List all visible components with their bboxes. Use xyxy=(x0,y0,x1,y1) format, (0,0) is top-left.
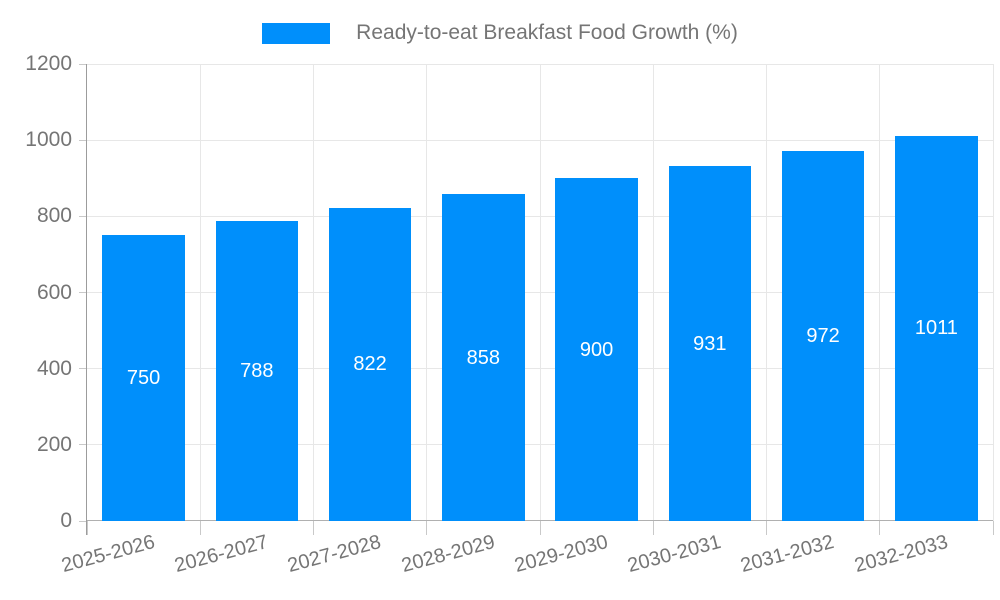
bar-value-label: 788 xyxy=(240,359,274,382)
x-axis-label: 2028-2029 xyxy=(398,531,498,578)
y-tick xyxy=(79,63,87,65)
bar xyxy=(781,150,865,521)
bar xyxy=(555,178,638,521)
x-axis-label: 2026-2027 xyxy=(172,531,271,578)
x-tick xyxy=(313,521,314,535)
bar-value-label: 822 xyxy=(353,353,387,376)
bar-value-label: 931 xyxy=(693,332,727,355)
x-tick xyxy=(652,521,654,535)
x-axis-label: 2025-2026 xyxy=(59,531,158,578)
x-gridline xyxy=(766,64,767,521)
y-tick xyxy=(79,520,87,522)
bar xyxy=(215,220,299,521)
y-tick xyxy=(79,368,87,370)
x-axis-label: 2031-2032 xyxy=(738,531,837,578)
bar xyxy=(895,135,978,521)
y-axis-label: 400 xyxy=(36,356,72,380)
x-tick xyxy=(426,521,428,535)
x-tick xyxy=(879,521,881,535)
y-axis-label: 200 xyxy=(36,432,72,456)
x-tick xyxy=(766,521,767,535)
bar-value-label: 858 xyxy=(466,346,501,369)
x-axis-label: 2030-2031 xyxy=(625,531,724,578)
bar xyxy=(442,194,525,521)
x-gridline xyxy=(652,64,654,521)
x-gridline xyxy=(313,64,314,521)
bar xyxy=(102,235,185,521)
x-gridline xyxy=(879,64,881,521)
bar-value-label: 1011 xyxy=(914,317,958,340)
x-axis-line xyxy=(87,520,993,521)
x-tick xyxy=(539,521,541,535)
legend-item[interactable]: Ready-to-eat Breakfast Food Growth (%) xyxy=(0,20,1000,46)
x-gridline xyxy=(199,64,201,521)
y-axis-label: 800 xyxy=(36,204,72,228)
y-tick xyxy=(79,292,87,293)
x-axis-label: 2032-2033 xyxy=(851,531,951,578)
x-axis-label: 2029-2030 xyxy=(512,531,611,578)
y-tick xyxy=(79,215,87,217)
bar xyxy=(668,166,752,521)
y-axis-line xyxy=(86,64,87,535)
bar-value-label: 750 xyxy=(126,367,161,390)
x-gridline xyxy=(539,64,541,521)
y-axis-label: 0 xyxy=(60,509,72,532)
bar-value-label: 900 xyxy=(579,338,614,361)
y-axis-label: 600 xyxy=(36,280,72,304)
y-axis-label: 1000 xyxy=(25,128,72,152)
bar xyxy=(328,207,412,521)
y-axis-label: 1200 xyxy=(25,52,72,75)
x-axis-label: 2027-2028 xyxy=(285,531,384,578)
legend-swatch xyxy=(262,22,331,44)
x-tick xyxy=(992,521,994,535)
y-tick xyxy=(79,139,87,141)
bar-value-label: 972 xyxy=(806,324,840,347)
x-gridline xyxy=(992,64,994,521)
x-tick xyxy=(86,521,88,535)
legend-label: Ready-to-eat Breakfast Food Growth (%) xyxy=(356,21,738,44)
y-tick xyxy=(79,444,87,446)
x-tick xyxy=(199,521,201,535)
x-gridline xyxy=(426,64,428,521)
